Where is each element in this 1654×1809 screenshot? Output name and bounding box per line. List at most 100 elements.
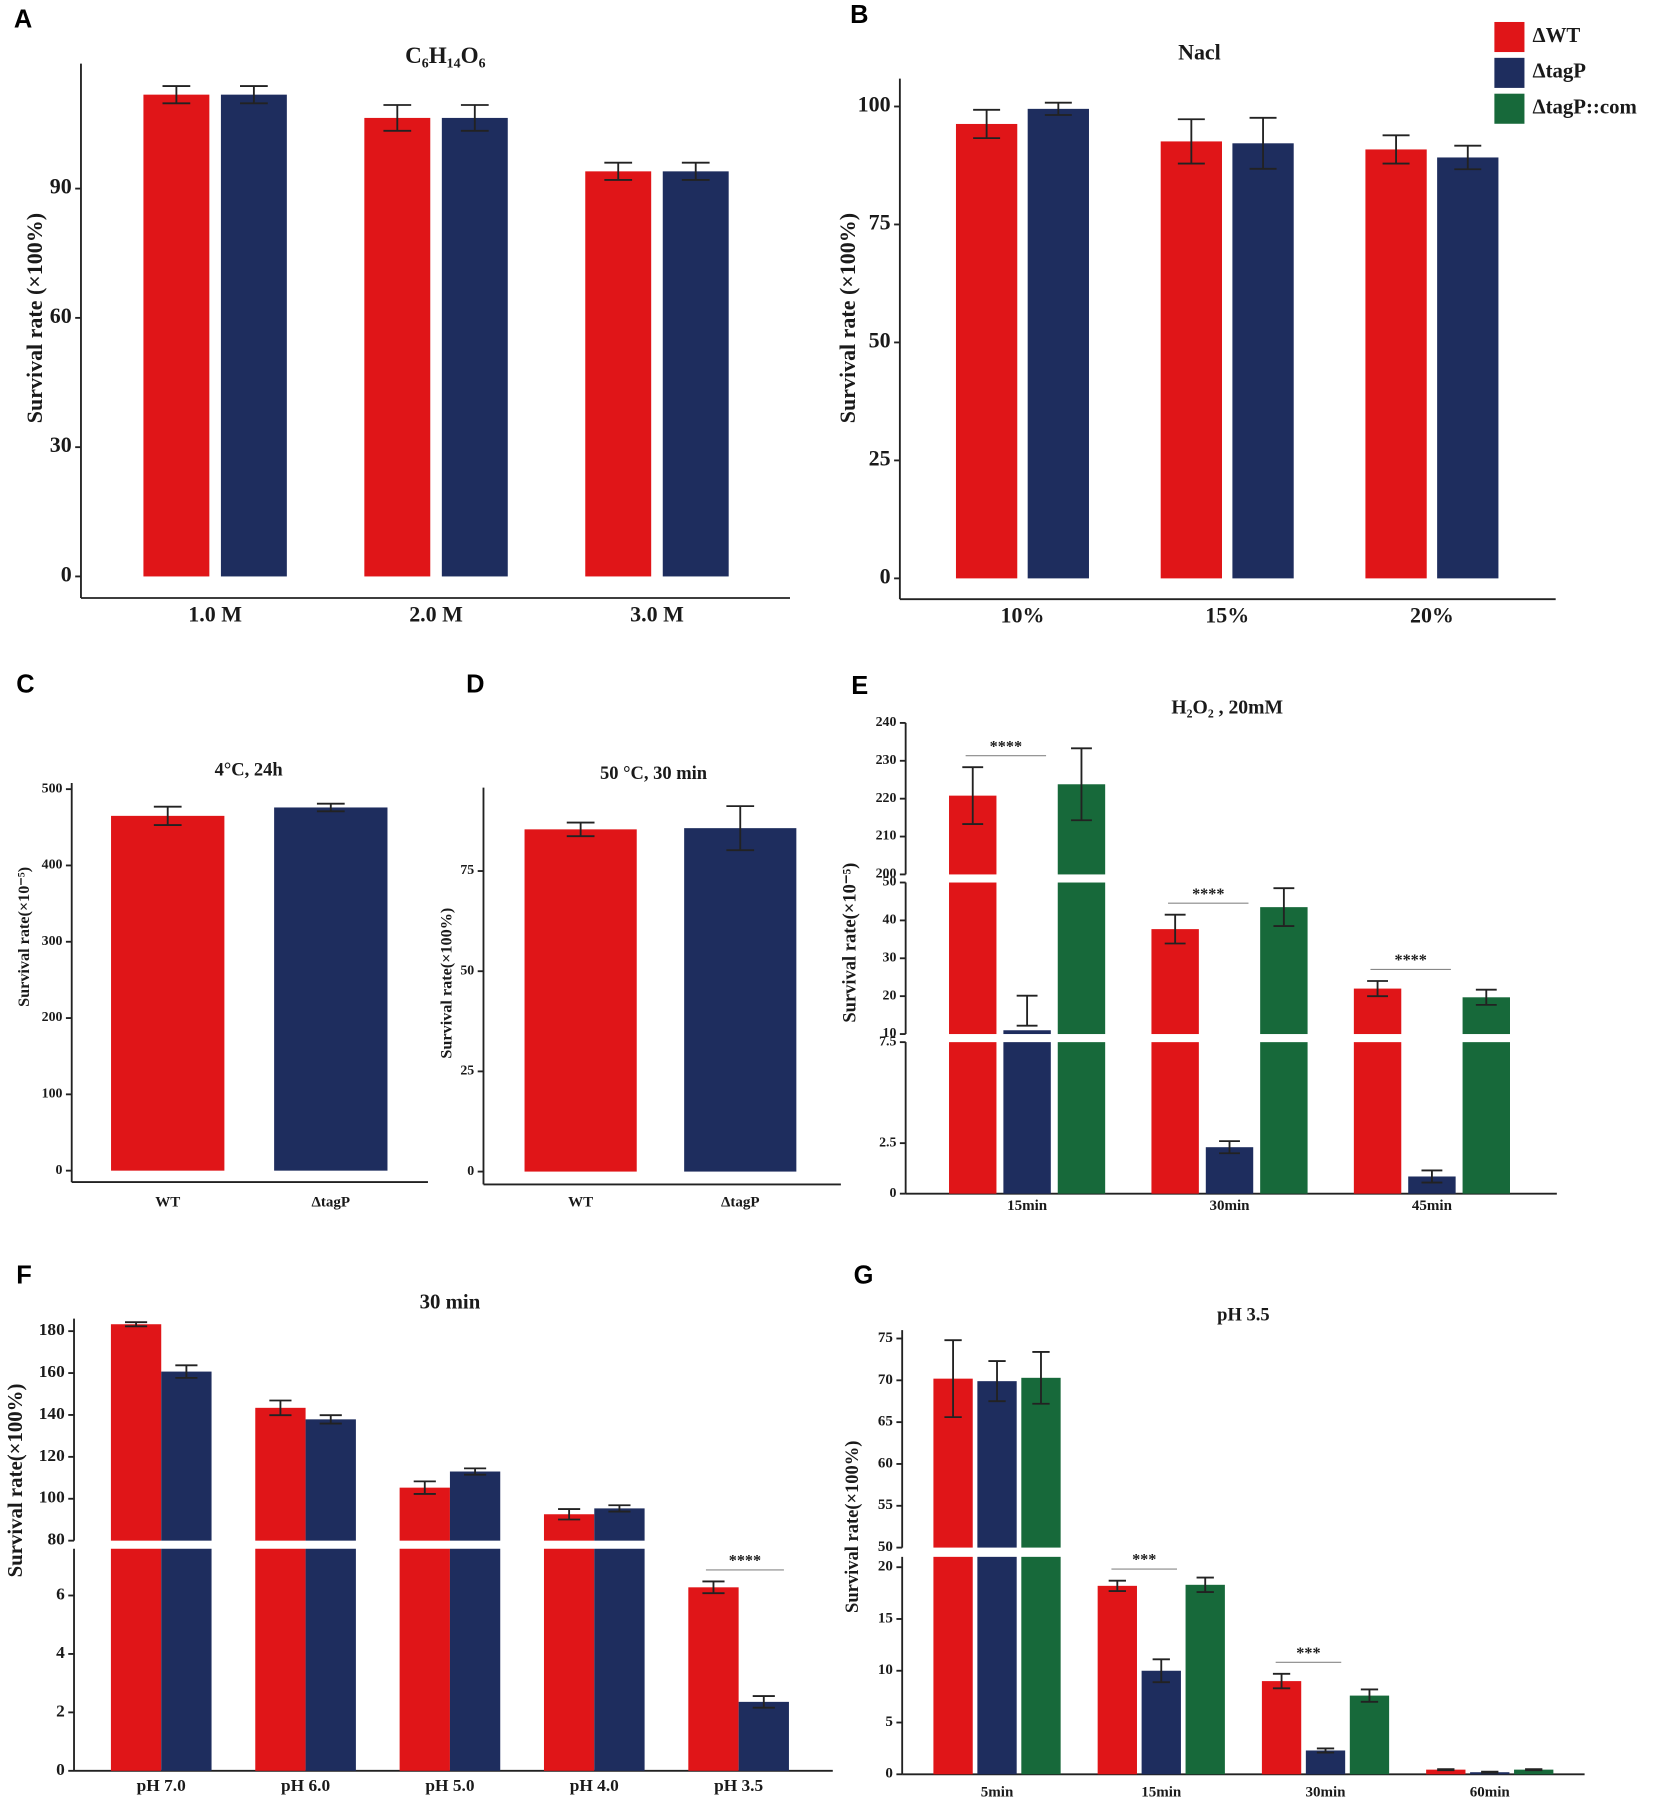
error-bar <box>460 104 489 132</box>
bar <box>1027 108 1089 579</box>
y-axis-label: Survival rate(×100%) <box>437 908 455 1059</box>
y-tick-label: 30 <box>50 432 72 457</box>
bar <box>594 1508 645 1771</box>
bar <box>1160 141 1222 579</box>
bar <box>111 815 225 1171</box>
bar <box>1349 1695 1390 1775</box>
error-bar <box>726 805 755 852</box>
significance-label: **** <box>729 1552 761 1570</box>
y-tick-label: 180 <box>39 1320 65 1339</box>
y-tick-label: 20 <box>883 988 897 1003</box>
axis-break <box>89 1540 811 1549</box>
y-tick-label: 50 <box>460 963 474 978</box>
bar <box>220 94 287 577</box>
error-bar <box>702 1580 725 1595</box>
error-bar <box>269 1399 292 1417</box>
bar <box>399 1487 450 1771</box>
error-bar <box>558 1508 581 1521</box>
axis-break <box>925 1034 1534 1043</box>
error-bar <box>1421 1169 1443 1184</box>
bar <box>738 1701 789 1771</box>
bar <box>364 117 431 577</box>
x-tick-label: 5min <box>981 1784 1014 1800</box>
error-bar <box>1108 1579 1126 1592</box>
bar <box>1057 784 1106 1194</box>
y-tick-label: 0 <box>56 1760 65 1779</box>
y-tick-label: 400 <box>42 858 63 873</box>
x-tick-label: ΔtagP <box>721 1194 760 1210</box>
y-tick-label: 4 <box>56 1643 65 1662</box>
panel-letter: C <box>16 671 34 699</box>
error-bar <box>1382 134 1410 165</box>
x-tick-label: 30min <box>1209 1198 1250 1214</box>
x-tick-label: 2.0 M <box>409 602 463 627</box>
bar <box>274 807 388 1171</box>
error-bar <box>1481 1770 1499 1774</box>
chart-title: 30 min <box>420 1289 481 1313</box>
y-axis-label: Survival rate(×100%) <box>3 1384 27 1578</box>
y-tick-label: 0 <box>56 1163 63 1178</box>
legend-swatch <box>1494 57 1525 88</box>
y-tick-label: 55 <box>878 1497 893 1513</box>
bar <box>1141 1670 1181 1775</box>
y-tick-label: 40 <box>883 913 897 928</box>
bar <box>684 828 797 1172</box>
y-tick-label: 25 <box>869 445 891 470</box>
error-bar <box>1032 1350 1050 1405</box>
chart-title: C₆H₁₄O₆ <box>405 43 485 69</box>
panel-letter: B <box>850 1 868 29</box>
legend-label: ΔtagP <box>1533 59 1587 83</box>
error-bar <box>1219 1140 1240 1155</box>
bar <box>449 1471 501 1771</box>
y-tick-label: 100 <box>858 92 891 117</box>
error-bar <box>973 108 1001 140</box>
bar <box>1260 907 1308 1194</box>
x-tick-label: 45min <box>1412 1198 1453 1214</box>
bar <box>543 1514 595 1771</box>
error-bar <box>316 802 345 813</box>
y-tick-label: 0 <box>61 561 72 586</box>
bar <box>1408 1176 1456 1194</box>
y-tick-label: 240 <box>876 715 897 730</box>
y-tick-label: 90 <box>50 174 72 199</box>
error-bar <box>752 1695 775 1709</box>
chart-title: 50 °C, 30 min <box>600 764 708 784</box>
y-tick-label: 5 <box>885 1714 893 1730</box>
y-tick-label: 200 <box>42 1010 63 1025</box>
error-bar <box>1360 1688 1379 1703</box>
error-bar <box>1454 144 1482 171</box>
bar <box>441 117 508 577</box>
y-tick-label: 20 <box>878 1559 893 1575</box>
bar <box>1365 149 1427 579</box>
error-bar <box>464 1467 487 1476</box>
y-tick-label: 60 <box>50 303 72 328</box>
error-bar <box>604 161 633 181</box>
y-tick-label: 200 <box>876 867 897 882</box>
y-tick-label: 140 <box>39 1404 65 1423</box>
x-tick-label: 10% <box>1001 603 1045 628</box>
chart-title: 4°C, 24h <box>215 761 284 781</box>
error-bar <box>240 85 268 105</box>
y-tick-label: 6 <box>56 1584 65 1603</box>
bar <box>585 171 652 577</box>
chart-title: Nacl <box>1178 39 1221 64</box>
error-bar <box>1016 994 1038 1027</box>
y-axis-label: Survival rate (×100%) <box>835 213 860 423</box>
y-tick-label: 70 <box>878 1372 893 1388</box>
significance-label: **** <box>1394 951 1426 969</box>
y-tick-label: 25 <box>460 1064 474 1079</box>
x-tick-label: pH 6.0 <box>281 1776 330 1795</box>
legend-swatch <box>1494 93 1525 124</box>
y-tick-label: 7.5 <box>879 1034 896 1049</box>
bar <box>1003 1030 1051 1194</box>
y-axis-label: Survival rate(×10⁻⁵) <box>15 867 33 1007</box>
bar <box>662 171 729 577</box>
y-tick-label: 100 <box>39 1488 65 1507</box>
y-tick-label: 75 <box>869 210 891 235</box>
error-bar <box>162 85 191 105</box>
x-tick-label: pH 7.0 <box>137 1776 186 1795</box>
y-tick-label: 2.5 <box>879 1135 896 1150</box>
x-tick-label: pH 5.0 <box>425 1776 474 1795</box>
panel-letter: F <box>16 1262 32 1290</box>
